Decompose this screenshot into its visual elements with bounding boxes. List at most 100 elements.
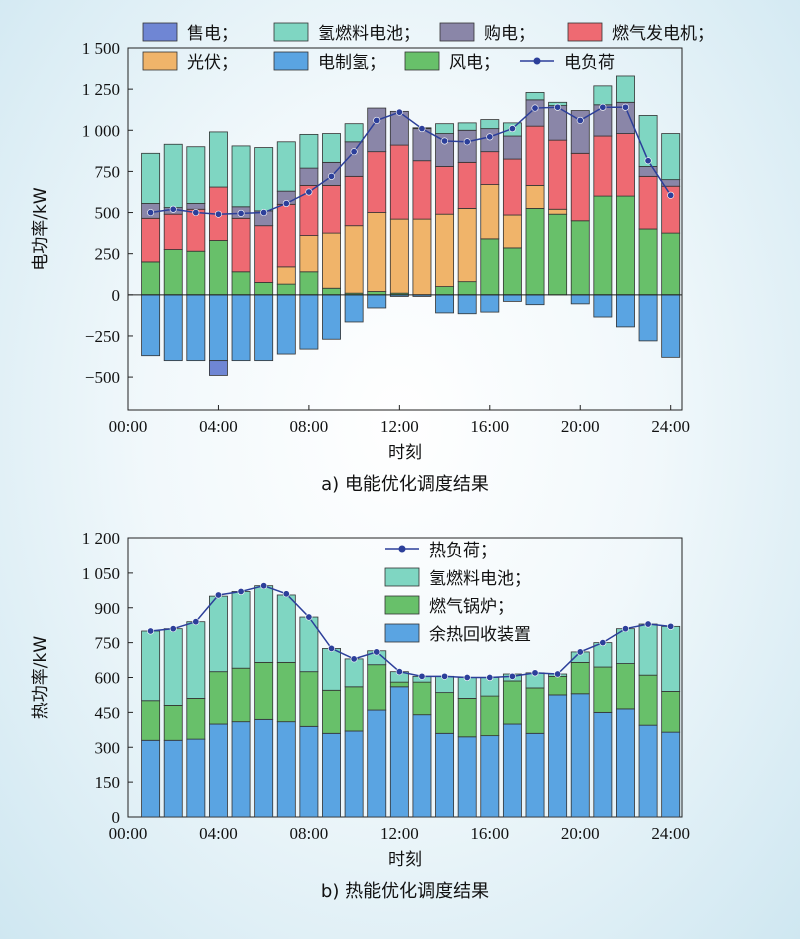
bar-pv [389, 218, 409, 294]
bar-pv [276, 266, 296, 285]
bar-pv [367, 212, 387, 292]
bar-gt [548, 139, 568, 210]
load-point [395, 668, 403, 676]
load-point [305, 188, 313, 196]
load-point [237, 587, 245, 595]
legend-label: 热负荷； [429, 541, 497, 561]
y-tick-label: 450 [95, 703, 121, 722]
bar-buy [502, 135, 522, 160]
bar-elz [502, 294, 522, 302]
bar-fc [254, 147, 274, 212]
bar-fc [163, 143, 183, 209]
x-tick-label: 08:00 [290, 824, 329, 843]
x-tick-label: 08:00 [290, 417, 329, 436]
bar-elz [231, 294, 251, 362]
bar-wind [231, 271, 251, 296]
bar-wh [367, 709, 387, 818]
bar-elz [163, 294, 183, 362]
bar-wind [141, 261, 161, 296]
load-point [508, 672, 516, 680]
y-tick-label: 0 [112, 286, 121, 305]
bar-wh [389, 686, 409, 818]
load-point [328, 644, 336, 652]
heat-dispatch-chart: 0 150 300 450 600 750 900 1 050 1 200 00:00 04:00 0… [31, 529, 690, 902]
bar-wind [593, 195, 613, 296]
bar-wind [457, 281, 477, 296]
x-tick-label: 12:00 [380, 824, 419, 843]
bar-fc [299, 133, 319, 169]
load-point [147, 627, 155, 635]
legend-swatch-sell [142, 22, 178, 42]
bar-gt [276, 203, 296, 268]
bar-gt [638, 175, 658, 230]
legend-swatch-pv [142, 51, 178, 71]
load-point [373, 116, 381, 124]
bar-wh [661, 731, 681, 818]
y-tick-label: 750 [95, 162, 121, 181]
load-point [621, 625, 629, 633]
bar-wind [661, 232, 681, 296]
bar-boiler [570, 661, 590, 695]
bar-elz [209, 294, 228, 362]
bar-gt [163, 213, 183, 250]
y-axis-label: 热功率/kW [31, 636, 51, 720]
load-point [169, 625, 177, 633]
bar-gt [480, 151, 500, 185]
y-tick-label: 900 [95, 599, 121, 618]
bar-boiler [322, 689, 341, 734]
y-tick-label: 1 050 [82, 564, 120, 583]
x-tick-label: 24:00 [651, 824, 690, 843]
load-point [282, 199, 290, 207]
load-point [418, 125, 426, 133]
bar-elz [525, 294, 545, 306]
load-point [554, 670, 562, 678]
load-point [282, 590, 290, 598]
bar-wind [570, 220, 590, 296]
bar-fc [661, 625, 681, 692]
bar-boiler [141, 700, 161, 741]
legend-swatch-fc [384, 567, 420, 587]
bar-fc [616, 628, 635, 664]
legend-swatch-wind [404, 51, 440, 71]
y-tick-label: 1 000 [82, 121, 120, 140]
bar-fc [322, 133, 341, 163]
x-tick-label: 20:00 [561, 417, 600, 436]
bar-elz [254, 294, 274, 362]
bar-wind [186, 250, 206, 296]
legend-label: 燃气发电机； [612, 24, 714, 44]
bar-buy [457, 129, 477, 163]
bar-gt [322, 184, 341, 234]
bar-pv [457, 208, 477, 283]
bar-elz [276, 294, 296, 355]
load-point [214, 591, 222, 599]
load-point [644, 620, 652, 628]
load-point [486, 674, 494, 682]
bar-fc [435, 123, 455, 134]
bar-wind [276, 283, 296, 296]
bar-gt [389, 144, 409, 220]
legend-swatch-gt [567, 22, 603, 42]
bar-buy [412, 128, 432, 162]
bar-fc [593, 85, 613, 106]
bar-fc [480, 119, 500, 130]
bar-boiler [661, 691, 681, 733]
bar-wh [435, 732, 455, 818]
bar-boiler [638, 674, 658, 726]
bar-boiler [186, 698, 206, 740]
bar-wh [457, 736, 477, 818]
bar-wh [209, 723, 228, 818]
bar-wind [435, 286, 455, 296]
load-point [531, 669, 539, 677]
bar-fc [276, 141, 296, 192]
y-tick-label: 250 [95, 245, 121, 264]
bar-fc [322, 648, 341, 691]
bar-fc [344, 123, 364, 143]
bar-gt [593, 135, 613, 197]
bar-wind [638, 228, 658, 296]
load-point [576, 116, 584, 124]
y-tick-label: 1 200 [82, 529, 120, 548]
load-point [418, 672, 426, 680]
bar-elz [593, 294, 613, 318]
bar-boiler [593, 666, 613, 713]
bar-wh [502, 723, 522, 818]
